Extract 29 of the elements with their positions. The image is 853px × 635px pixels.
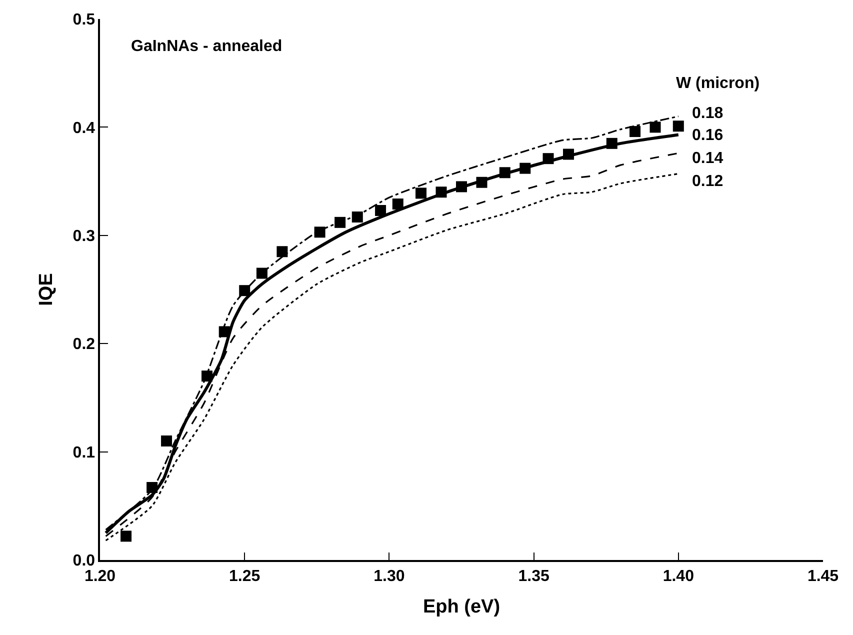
- y-tick-label: 0.5: [72, 12, 96, 29]
- series-label: 0.12: [692, 173, 724, 190]
- point: [375, 205, 386, 216]
- y-tick-label: 0.3: [72, 228, 96, 245]
- x-axis-title: Eph (eV): [422, 596, 500, 618]
- y-tick-label: 0.2: [72, 336, 96, 354]
- y-axis-title: IQE: [36, 273, 58, 306]
- point: [630, 126, 641, 138]
- y-tick-label: 0.1: [72, 444, 96, 462]
- x-tick-label: 1.40: [662, 568, 694, 585]
- x-tick-label: 1.20: [84, 568, 116, 585]
- y-tick-label: 0.0: [72, 552, 96, 570]
- text: GaInNAs - annealed: [131, 38, 282, 55]
- point: [276, 246, 288, 258]
- point: [392, 198, 404, 210]
- point: [672, 120, 684, 132]
- series-label: 0.14: [692, 150, 724, 167]
- y-tick-label: 0.4: [72, 120, 96, 137]
- point: [416, 188, 427, 199]
- legend-title: W (micron): [676, 75, 760, 92]
- point: [120, 530, 132, 542]
- x-tick-label: 1.35: [518, 568, 550, 585]
- x-tick-label: 1.30: [374, 568, 405, 585]
- series-label: 0.18: [692, 105, 724, 122]
- point: [650, 122, 661, 133]
- point: [161, 435, 172, 446]
- x-tick-label: 1.45: [807, 568, 839, 585]
- x-tick-label: 1.25: [229, 568, 260, 585]
- series-label: 0.16: [692, 127, 724, 144]
